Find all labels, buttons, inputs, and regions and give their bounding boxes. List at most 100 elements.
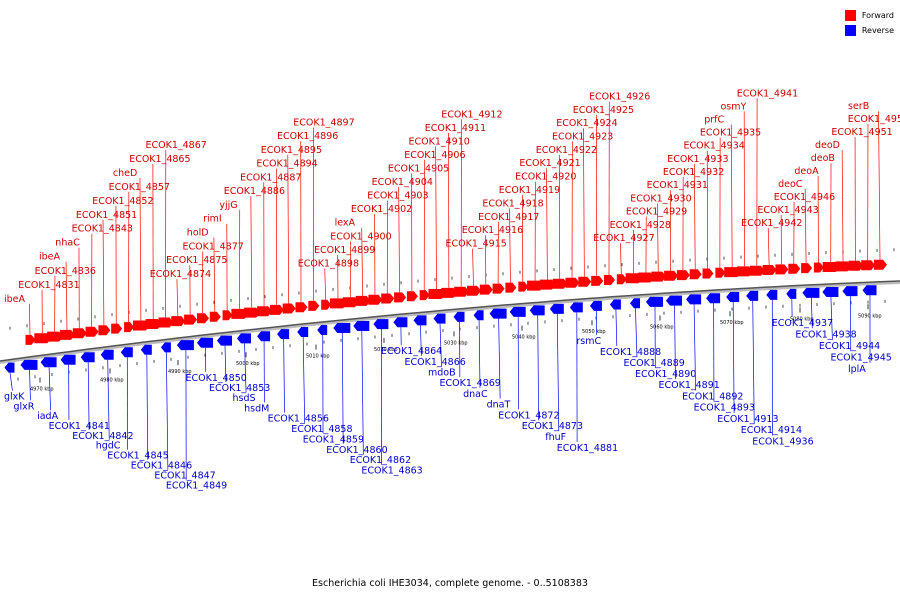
scale-tick-label: 5080 kbp xyxy=(790,316,814,322)
gene-label: ECOK1_4951 xyxy=(831,127,892,138)
backbone-shadow xyxy=(0,281,900,364)
gene-label: ECOK1_4932 xyxy=(663,167,724,178)
gene-leader xyxy=(674,305,676,380)
gene-arrow xyxy=(4,362,15,373)
gene-leader xyxy=(439,323,442,367)
map-caption: Escherichia coli IHE3034, complete genom… xyxy=(312,578,588,589)
gene-arrow xyxy=(368,294,383,305)
gene-arrow xyxy=(353,321,370,331)
gene-arrow xyxy=(433,313,446,324)
gene-leader xyxy=(107,359,110,440)
gene-label: ECOK1_4841 xyxy=(49,421,110,432)
gene-arrow xyxy=(706,293,721,304)
gene-label: ECOK1_4923 xyxy=(552,132,613,143)
gene-arrow xyxy=(419,290,430,301)
gene-arrow xyxy=(120,347,133,358)
gene-arrow xyxy=(231,308,249,319)
gene-arrow xyxy=(813,262,824,273)
gene-arrow xyxy=(454,286,470,297)
gene-leader xyxy=(29,369,31,401)
genome-backbone xyxy=(0,280,900,364)
gene-label: ECOK1_4845 xyxy=(107,451,168,462)
gene-arrow xyxy=(835,261,852,272)
gene-label: ECOK1_4889 xyxy=(624,358,685,369)
gene-leader xyxy=(811,297,813,329)
gene-arrow xyxy=(676,270,690,281)
gene-leader xyxy=(341,332,344,444)
legend-forward-label: Forward xyxy=(861,11,894,20)
gene-arrow xyxy=(604,275,615,285)
gene-label: ECOK1_4913 xyxy=(717,414,778,425)
gene-leader xyxy=(87,362,90,430)
gene-label: ECOK1_4859 xyxy=(303,434,364,445)
gene-arrow xyxy=(775,264,789,275)
legend-reverse: Reverse xyxy=(844,23,894,38)
gene-label: ibeA xyxy=(39,252,61,263)
gene-label: ECOK1_4942 xyxy=(741,218,802,229)
gene-arrow xyxy=(724,267,742,278)
gene-label: ECOK1_4914 xyxy=(741,425,802,436)
gene-arrow xyxy=(394,292,407,303)
gene-label: dnaC xyxy=(463,389,488,400)
gene-leader xyxy=(635,308,638,357)
gene-arrow xyxy=(467,285,481,296)
scale-tick-label: 5000 kbp xyxy=(236,361,260,367)
gene-label: ECOK1_4874 xyxy=(150,269,211,280)
gene-label: ECOK1_4937 xyxy=(772,318,833,329)
gene-label: ECOK1_4852 xyxy=(92,196,153,207)
gene-label: ECOK1_4930 xyxy=(630,193,691,204)
gene-arrow xyxy=(140,344,152,355)
gene-label: ECOK1_4911 xyxy=(425,123,486,134)
gene-label: ECOK1_4857 xyxy=(109,182,170,193)
gene-label: ECOK1_4918 xyxy=(482,198,543,209)
gene-arrow xyxy=(297,327,309,337)
gene-leader xyxy=(537,315,539,421)
gene-label: hsdS xyxy=(233,393,256,404)
gene-label: ECOK1_4853 xyxy=(209,383,270,394)
gene-label: ECOK1_4872 xyxy=(498,410,559,421)
gene-arrow xyxy=(171,316,186,327)
gene-label: deoD xyxy=(815,140,840,151)
gene-label: cheD xyxy=(113,168,137,179)
gene-arrow xyxy=(749,265,765,276)
gene-arrow xyxy=(72,328,87,339)
gene-arrow xyxy=(257,306,273,317)
gene-arrow xyxy=(355,295,371,306)
gene-label: deoA xyxy=(794,166,819,177)
gene-leader xyxy=(546,168,548,280)
gene-arrow xyxy=(373,319,389,330)
gene-arrow xyxy=(715,267,726,278)
reverse-swatch-icon xyxy=(844,25,856,36)
gene-label: ECOK1_4929 xyxy=(626,207,687,218)
gene-label: rsmC xyxy=(576,336,601,347)
gene-arrow xyxy=(874,259,887,270)
gene-arrow xyxy=(539,279,556,290)
gene-label: ECOK1_4899 xyxy=(314,245,375,256)
gene-arrow xyxy=(20,359,38,370)
gene-leader xyxy=(398,186,400,293)
gene-label: ECOK1_4943 xyxy=(757,205,818,216)
gene-label: lplA xyxy=(848,364,866,375)
gene-arrow xyxy=(801,263,813,274)
gene-leader xyxy=(420,325,422,356)
gene-arrow xyxy=(277,329,290,340)
gene-label: ECOK1_4934 xyxy=(684,141,745,152)
gene-leader xyxy=(302,336,306,424)
gene-arrow xyxy=(441,287,458,298)
gene-leader xyxy=(841,149,844,262)
gene-label: ECOK1_4849 xyxy=(166,481,227,492)
gene-leader xyxy=(730,124,733,268)
scale-tick-label: 4980 kbp xyxy=(100,377,124,383)
gene-label: ECOK1_4851 xyxy=(76,210,137,221)
gene-arrow xyxy=(609,299,621,310)
gene-leader xyxy=(65,261,68,330)
gene-arrow xyxy=(762,265,777,275)
gene-leader xyxy=(283,339,285,413)
gene-arrow xyxy=(257,331,271,342)
gene-label: serB xyxy=(848,101,869,112)
gene-label: ECOK1_4919 xyxy=(499,185,560,196)
gene-arrow xyxy=(282,303,296,314)
gene-leader xyxy=(878,111,881,260)
gene-label: ECOK1_4941 xyxy=(737,88,798,99)
scale-tick-label: 5060 kbp xyxy=(650,325,674,331)
